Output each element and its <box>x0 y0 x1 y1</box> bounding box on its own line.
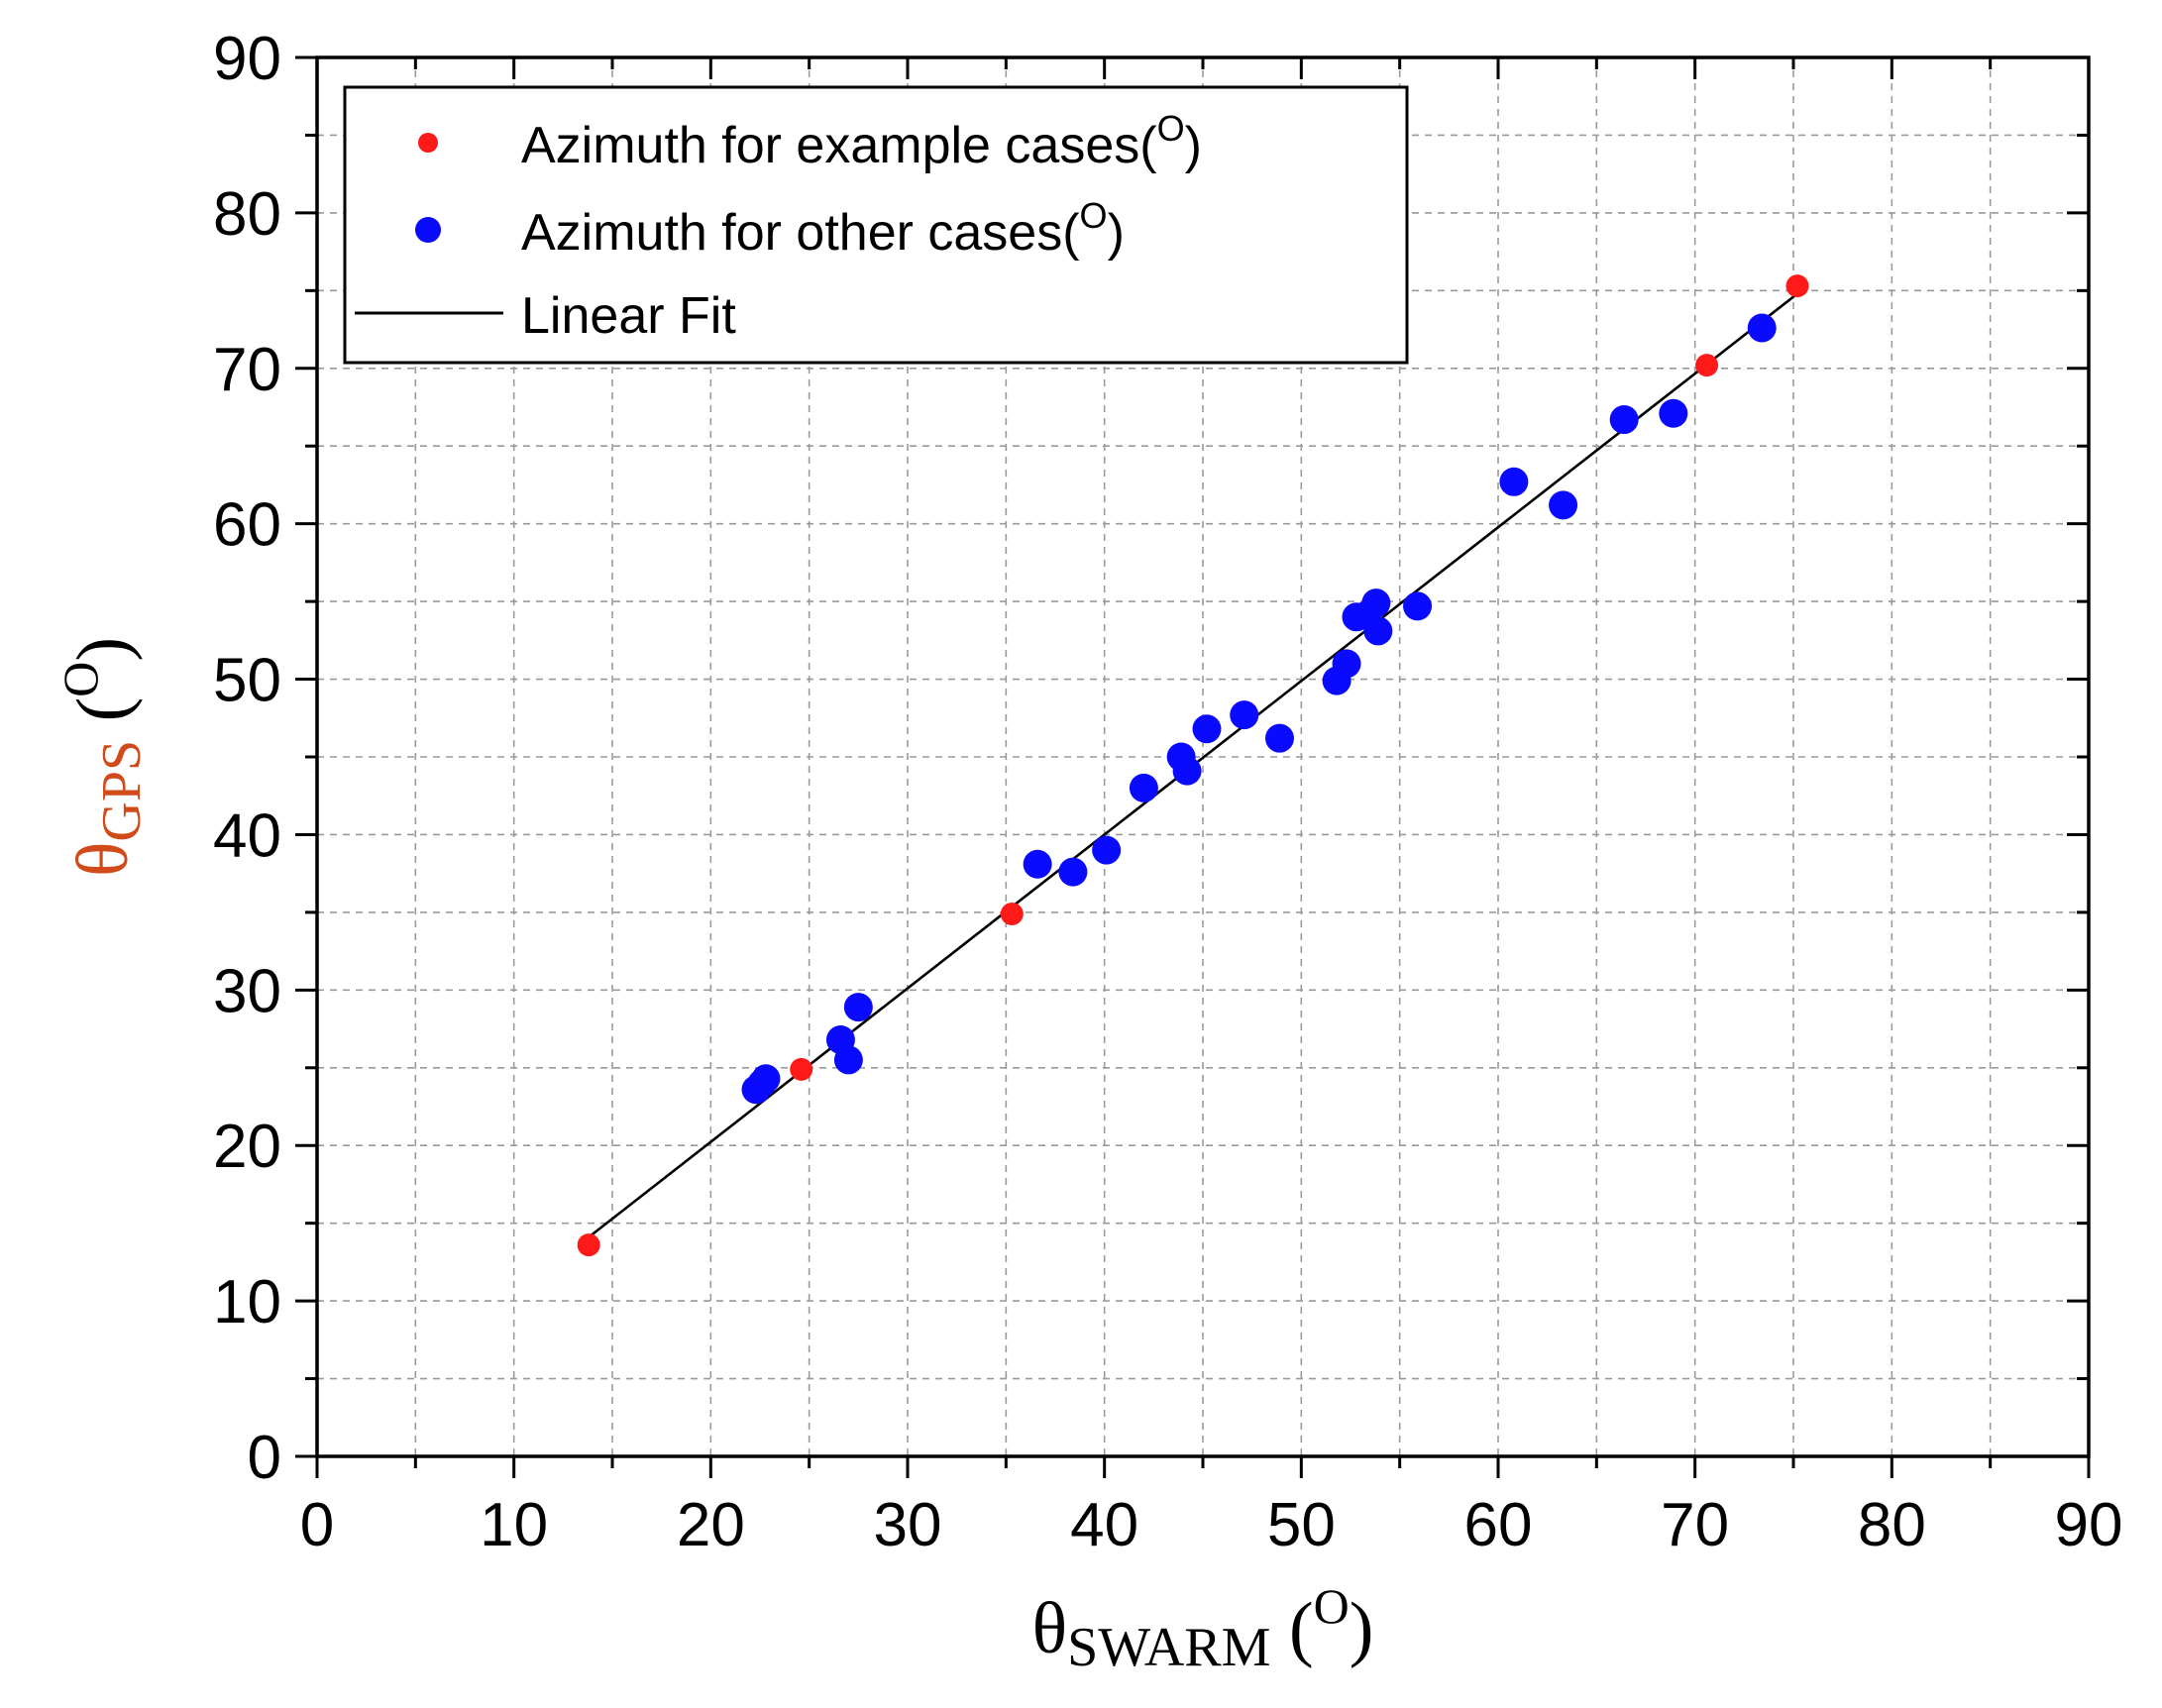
y-axis-unit-superscript: O <box>53 662 108 697</box>
data-point-other <box>1403 591 1433 621</box>
legend-label-other-sup: O <box>1080 195 1108 236</box>
data-point-example <box>1695 354 1719 377</box>
x-tick-label: 20 <box>677 1491 745 1559</box>
x-tick-label: 0 <box>300 1491 334 1559</box>
x-tick-label: 40 <box>1070 1491 1138 1559</box>
y-tick-label: 50 <box>213 647 281 715</box>
y-axis-symbol: θ <box>62 842 144 877</box>
y-tick-label: 20 <box>213 1113 281 1181</box>
data-point-other <box>1363 616 1393 646</box>
y-axis-title: θGPS (O) <box>53 637 153 877</box>
x-axis-symbol: θ <box>1032 1588 1067 1669</box>
data-point-other <box>1499 467 1529 496</box>
legend-label-fit-text: Linear Fit <box>521 287 736 345</box>
y-tick-label: 0 <box>248 1424 281 1492</box>
x-tick-label: 10 <box>480 1491 548 1559</box>
x-tick-label: 70 <box>1661 1491 1729 1559</box>
data-point-other <box>1129 773 1158 802</box>
y-tick-label: 10 <box>213 1268 281 1336</box>
y-tick-label: 80 <box>213 180 281 249</box>
data-point-other <box>1192 714 1222 744</box>
data-points <box>577 274 1809 1257</box>
data-point-other <box>1092 835 1122 865</box>
x-tick-label: 60 <box>1464 1491 1533 1559</box>
x-tick-label: 30 <box>874 1491 942 1559</box>
data-point-other <box>1264 723 1294 753</box>
data-point-other <box>833 1045 863 1075</box>
legend-marker-other <box>415 217 441 243</box>
data-point-other <box>1549 490 1578 520</box>
legend-box <box>343 85 1409 365</box>
legend: Azimuth for example cases(O) Azimuth for… <box>343 85 1409 365</box>
x-axis-title: θSWARM (O) <box>1032 1578 1374 1678</box>
x-tick-label: 90 <box>2055 1491 2123 1559</box>
axis-titles: θSWARM (O) θGPS (O) <box>53 637 1373 1678</box>
x-axis-subscript: SWARM <box>1067 1617 1270 1678</box>
tick-labels: 0 10 20 30 40 50 60 70 80 90 0 10 20 30 40 50 60 70 80 90 <box>213 25 2122 1559</box>
data-point-other <box>1609 405 1639 435</box>
data-point-example <box>577 1233 600 1257</box>
data-point-other <box>751 1064 781 1094</box>
y-tick-label: 70 <box>213 336 281 404</box>
x-axis-unit-prefix: ( <box>1270 1588 1313 1669</box>
legend-marker-example <box>418 133 438 153</box>
data-point-example <box>1785 274 1809 298</box>
y-axis-unit-suffix: ) <box>62 637 144 662</box>
data-point-other <box>1659 398 1688 428</box>
y-tick-label: 90 <box>213 25 281 93</box>
legend-label-fit: Linear Fit <box>521 287 736 345</box>
data-point-other <box>1172 756 1202 786</box>
legend-label-other-text: Azimuth for other cases( <box>521 204 1080 262</box>
data-point-other <box>1023 849 1052 879</box>
legend-label-example: Azimuth for example cases(O) <box>521 108 1202 174</box>
x-tick-label: 50 <box>1267 1491 1336 1559</box>
data-point-example <box>790 1057 813 1081</box>
data-point-other <box>1332 649 1361 679</box>
data-point-other <box>1058 857 1088 887</box>
y-axis-unit-prefix: ( <box>62 697 144 740</box>
y-tick-label: 40 <box>213 801 281 870</box>
axis-ticks <box>295 55 2091 1478</box>
x-tick-label: 80 <box>1858 1491 1926 1559</box>
legend-label-other: Azimuth for other cases(O) <box>521 195 1125 262</box>
legend-label-example-sup: O <box>1157 108 1185 149</box>
data-point-other <box>1230 700 1259 730</box>
legend-label-other-suffix: ) <box>1108 204 1125 262</box>
legend-label-example-text: Azimuth for example cases( <box>521 117 1157 174</box>
data-point-example <box>1000 902 1024 925</box>
data-point-other <box>1747 313 1777 343</box>
legend-label-example-suffix: ) <box>1185 117 1202 174</box>
y-tick-label: 30 <box>213 957 281 1025</box>
y-axis-subscript: GPS <box>91 740 153 842</box>
data-point-other <box>843 993 873 1022</box>
x-axis-unit-suffix: ) <box>1350 1588 1374 1669</box>
data-point-other <box>1361 588 1391 618</box>
x-axis-unit-superscript: O <box>1314 1578 1350 1634</box>
y-tick-label: 60 <box>213 491 281 560</box>
